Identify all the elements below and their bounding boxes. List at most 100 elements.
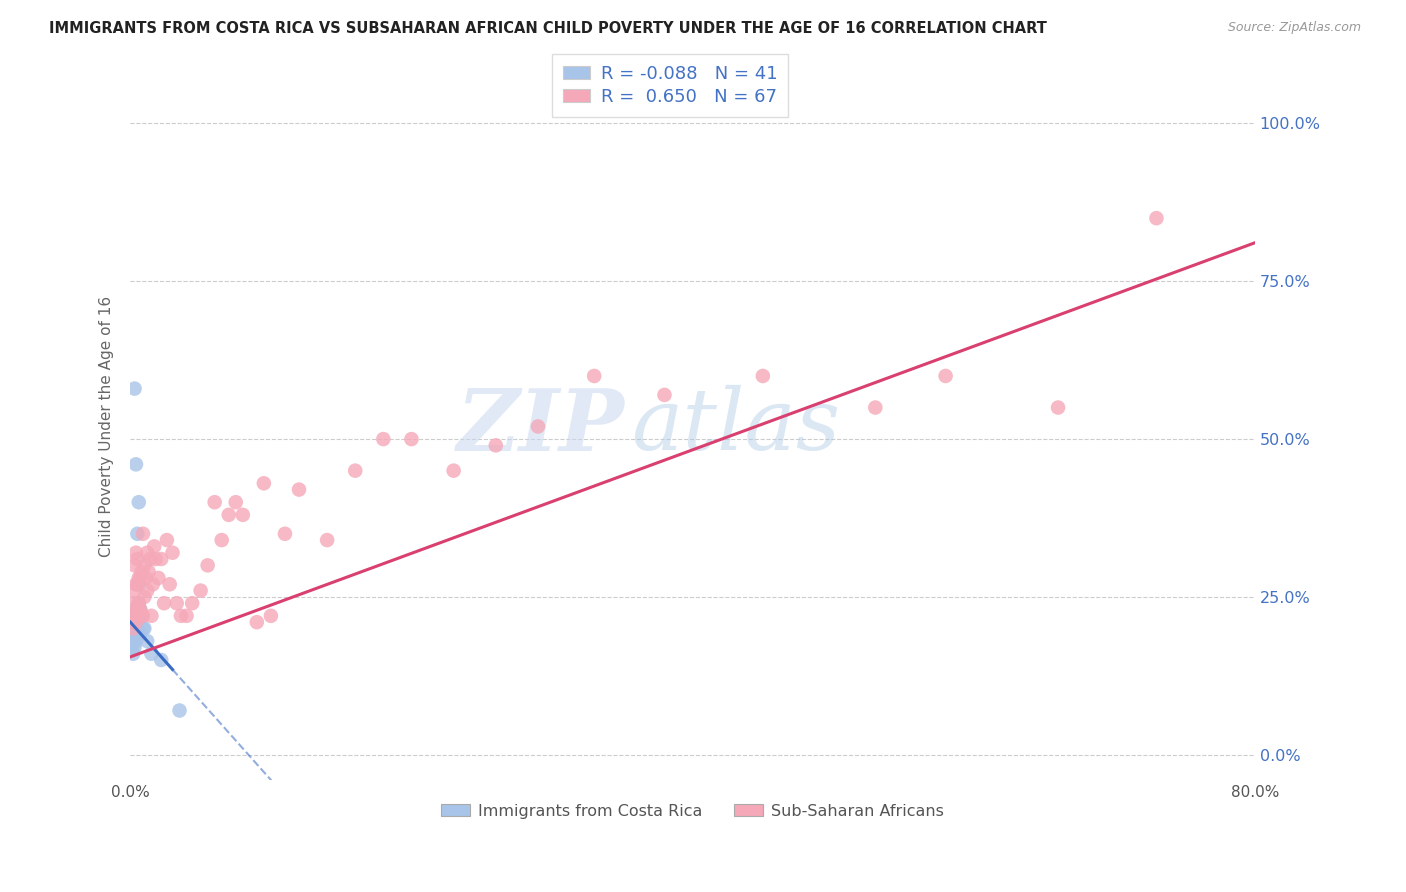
- Point: [153, 596, 176, 610]
- Point: [752, 368, 775, 383]
- Point: [121, 608, 143, 623]
- Point: [125, 458, 148, 472]
- Point: [190, 583, 212, 598]
- Point: [124, 628, 146, 642]
- Point: [141, 608, 163, 623]
- Text: IMMIGRANTS FROM COSTA RICA VS SUBSAHARAN AFRICAN CHILD POVERTY UNDER THE AGE OF : IMMIGRANTS FROM COSTA RICA VS SUBSAHARAN…: [49, 21, 1047, 36]
- Point: [121, 622, 143, 636]
- Point: [128, 571, 150, 585]
- Point: [124, 608, 146, 623]
- Point: [132, 608, 155, 623]
- Point: [122, 622, 145, 636]
- Point: [127, 552, 149, 566]
- Point: [125, 622, 148, 636]
- Point: [124, 382, 146, 396]
- Point: [373, 432, 395, 446]
- Point: [274, 526, 297, 541]
- Point: [125, 628, 148, 642]
- Point: [654, 388, 676, 402]
- Point: [124, 622, 146, 636]
- Point: [124, 558, 146, 573]
- Point: [218, 508, 240, 522]
- Point: [122, 596, 145, 610]
- Point: [127, 622, 149, 636]
- Point: [935, 368, 957, 383]
- Point: [128, 577, 150, 591]
- Point: [122, 647, 145, 661]
- Point: [125, 615, 148, 629]
- Point: [129, 628, 152, 642]
- Y-axis label: Child Poverty Under the Age of 16: Child Poverty Under the Age of 16: [100, 296, 114, 557]
- Point: [204, 495, 226, 509]
- Point: [143, 540, 166, 554]
- Point: [583, 368, 606, 383]
- Point: [485, 438, 508, 452]
- Point: [162, 546, 184, 560]
- Point: [124, 634, 146, 648]
- Point: [169, 704, 191, 718]
- Point: [127, 526, 149, 541]
- Point: [443, 464, 465, 478]
- Point: [1047, 401, 1070, 415]
- Point: [128, 596, 150, 610]
- Point: [344, 464, 367, 478]
- Point: [176, 608, 198, 623]
- Legend: Immigrants from Costa Rica, Sub-Saharan Africans: Immigrants from Costa Rica, Sub-Saharan …: [434, 797, 950, 825]
- Point: [129, 602, 152, 616]
- Point: [232, 508, 254, 522]
- Point: [121, 634, 143, 648]
- Point: [125, 634, 148, 648]
- Point: [124, 602, 146, 616]
- Point: [122, 634, 145, 648]
- Point: [131, 608, 153, 623]
- Point: [166, 596, 188, 610]
- Point: [134, 622, 156, 636]
- Text: ZIP: ZIP: [457, 384, 626, 468]
- Point: [260, 608, 283, 623]
- Point: [211, 533, 233, 547]
- Point: [131, 565, 153, 579]
- Point: [129, 571, 152, 585]
- Text: atlas: atlas: [631, 385, 839, 467]
- Point: [136, 546, 159, 560]
- Point: [122, 608, 145, 623]
- Point: [125, 608, 148, 623]
- Point: [316, 533, 339, 547]
- Point: [121, 615, 143, 629]
- Point: [121, 640, 143, 655]
- Point: [865, 401, 887, 415]
- Point: [131, 608, 153, 623]
- Point: [127, 577, 149, 591]
- Point: [125, 577, 148, 591]
- Point: [134, 558, 156, 573]
- Point: [122, 622, 145, 636]
- Point: [122, 628, 145, 642]
- Point: [148, 571, 170, 585]
- Point: [124, 640, 146, 655]
- Point: [401, 432, 423, 446]
- Point: [197, 558, 219, 573]
- Point: [134, 590, 156, 604]
- Point: [136, 583, 159, 598]
- Point: [1146, 211, 1168, 226]
- Point: [124, 615, 146, 629]
- Point: [156, 533, 179, 547]
- Point: [225, 495, 247, 509]
- Point: [128, 596, 150, 610]
- Point: [127, 602, 149, 616]
- Point: [121, 628, 143, 642]
- Point: [139, 552, 162, 566]
- Point: [135, 571, 157, 585]
- Text: Source: ZipAtlas.com: Source: ZipAtlas.com: [1227, 21, 1361, 34]
- Point: [127, 615, 149, 629]
- Point: [288, 483, 311, 497]
- Point: [124, 608, 146, 623]
- Point: [128, 495, 150, 509]
- Point: [527, 419, 550, 434]
- Point: [127, 628, 149, 642]
- Point: [125, 615, 148, 629]
- Point: [253, 476, 276, 491]
- Point: [138, 565, 160, 579]
- Point: [159, 577, 181, 591]
- Point: [122, 615, 145, 629]
